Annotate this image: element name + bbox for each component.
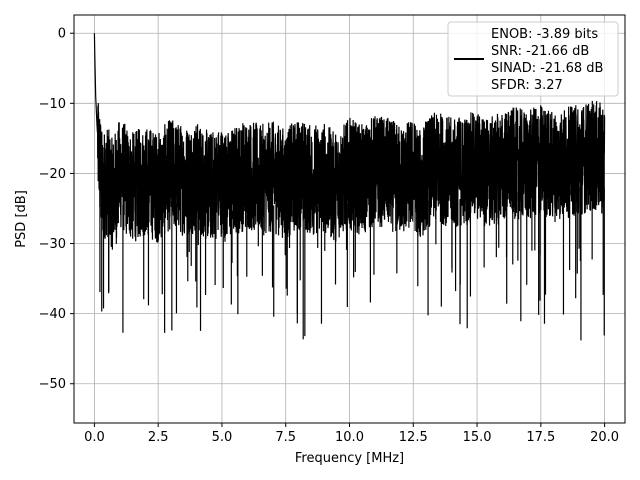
psd-trace xyxy=(93,33,606,250)
x-tick-label: 15.0 xyxy=(463,430,492,445)
legend: ENOB: -3.89 bits SNR: -21.66 dB SINAD: -… xyxy=(447,21,619,97)
y-tick-label: −50 xyxy=(39,377,66,392)
x-tick-label: 12.5 xyxy=(399,430,428,445)
y-tick-label: −30 xyxy=(39,237,66,252)
y-tick-label: −20 xyxy=(39,167,66,182)
psd-line xyxy=(93,33,606,250)
y-axis-label: PSD [dB] xyxy=(14,190,29,248)
x-tick-label: 10.0 xyxy=(335,430,364,445)
x-tick-label: 0.0 xyxy=(84,430,105,445)
psd-spikes xyxy=(99,184,605,341)
x-tick-label: 17.5 xyxy=(526,430,555,445)
legend-enob: ENOB: -3.89 bits xyxy=(491,27,598,42)
x-axis-ticks: 0.0 2.5 5.0 7.5 10.0 12.5 15.0 17.5 20.0 xyxy=(84,423,619,445)
legend-sinad: SINAD: -21.68 dB xyxy=(491,61,603,76)
x-tick-label: 7.5 xyxy=(275,430,296,445)
legend-snr: SNR: -21.66 dB xyxy=(491,44,589,59)
x-axis-label: Frequency [MHz] xyxy=(295,451,404,466)
y-tick-label: 0 xyxy=(58,27,66,42)
y-tick-label: −40 xyxy=(39,307,66,322)
y-tick-label: −10 xyxy=(39,97,66,112)
legend-sfdr: SFDR: 3.27 xyxy=(491,78,563,93)
x-tick-label: 20.0 xyxy=(590,430,619,445)
x-tick-label: 5.0 xyxy=(212,430,233,445)
y-axis-ticks: 0 −10 −20 −30 −40 −50 xyxy=(39,27,74,392)
x-tick-label: 2.5 xyxy=(148,430,169,445)
legend-box xyxy=(447,21,619,97)
